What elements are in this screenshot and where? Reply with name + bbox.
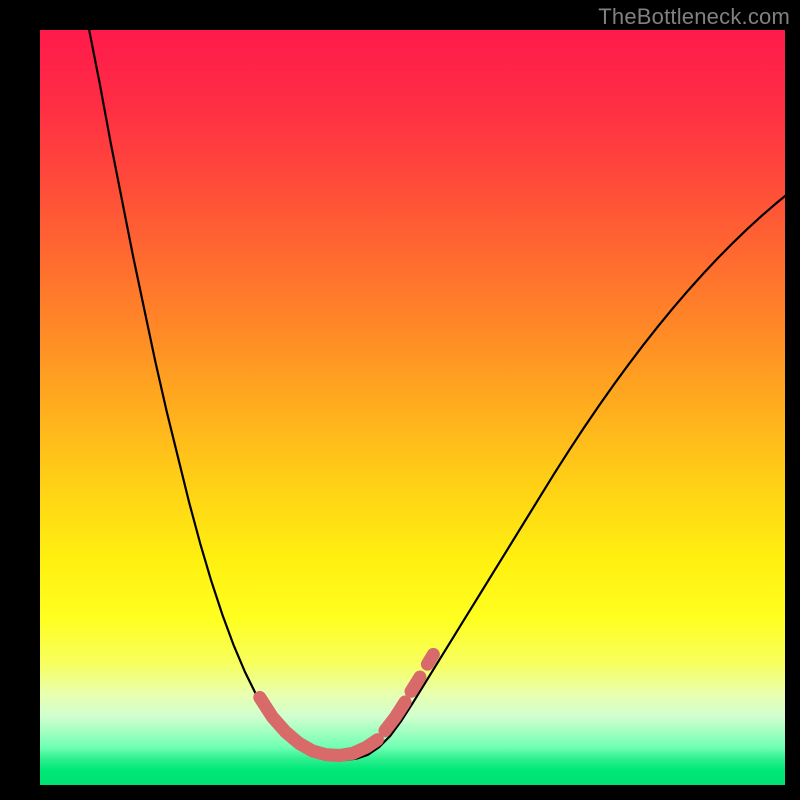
chart-frame: TheBottleneck.com <box>0 0 800 800</box>
highlight-marker-2 <box>411 677 420 691</box>
plot-area <box>40 30 785 785</box>
chart-background <box>40 30 785 785</box>
watermark-text: TheBottleneck.com <box>598 4 790 30</box>
chart-svg <box>40 30 785 785</box>
highlight-marker-3 <box>427 654 433 664</box>
